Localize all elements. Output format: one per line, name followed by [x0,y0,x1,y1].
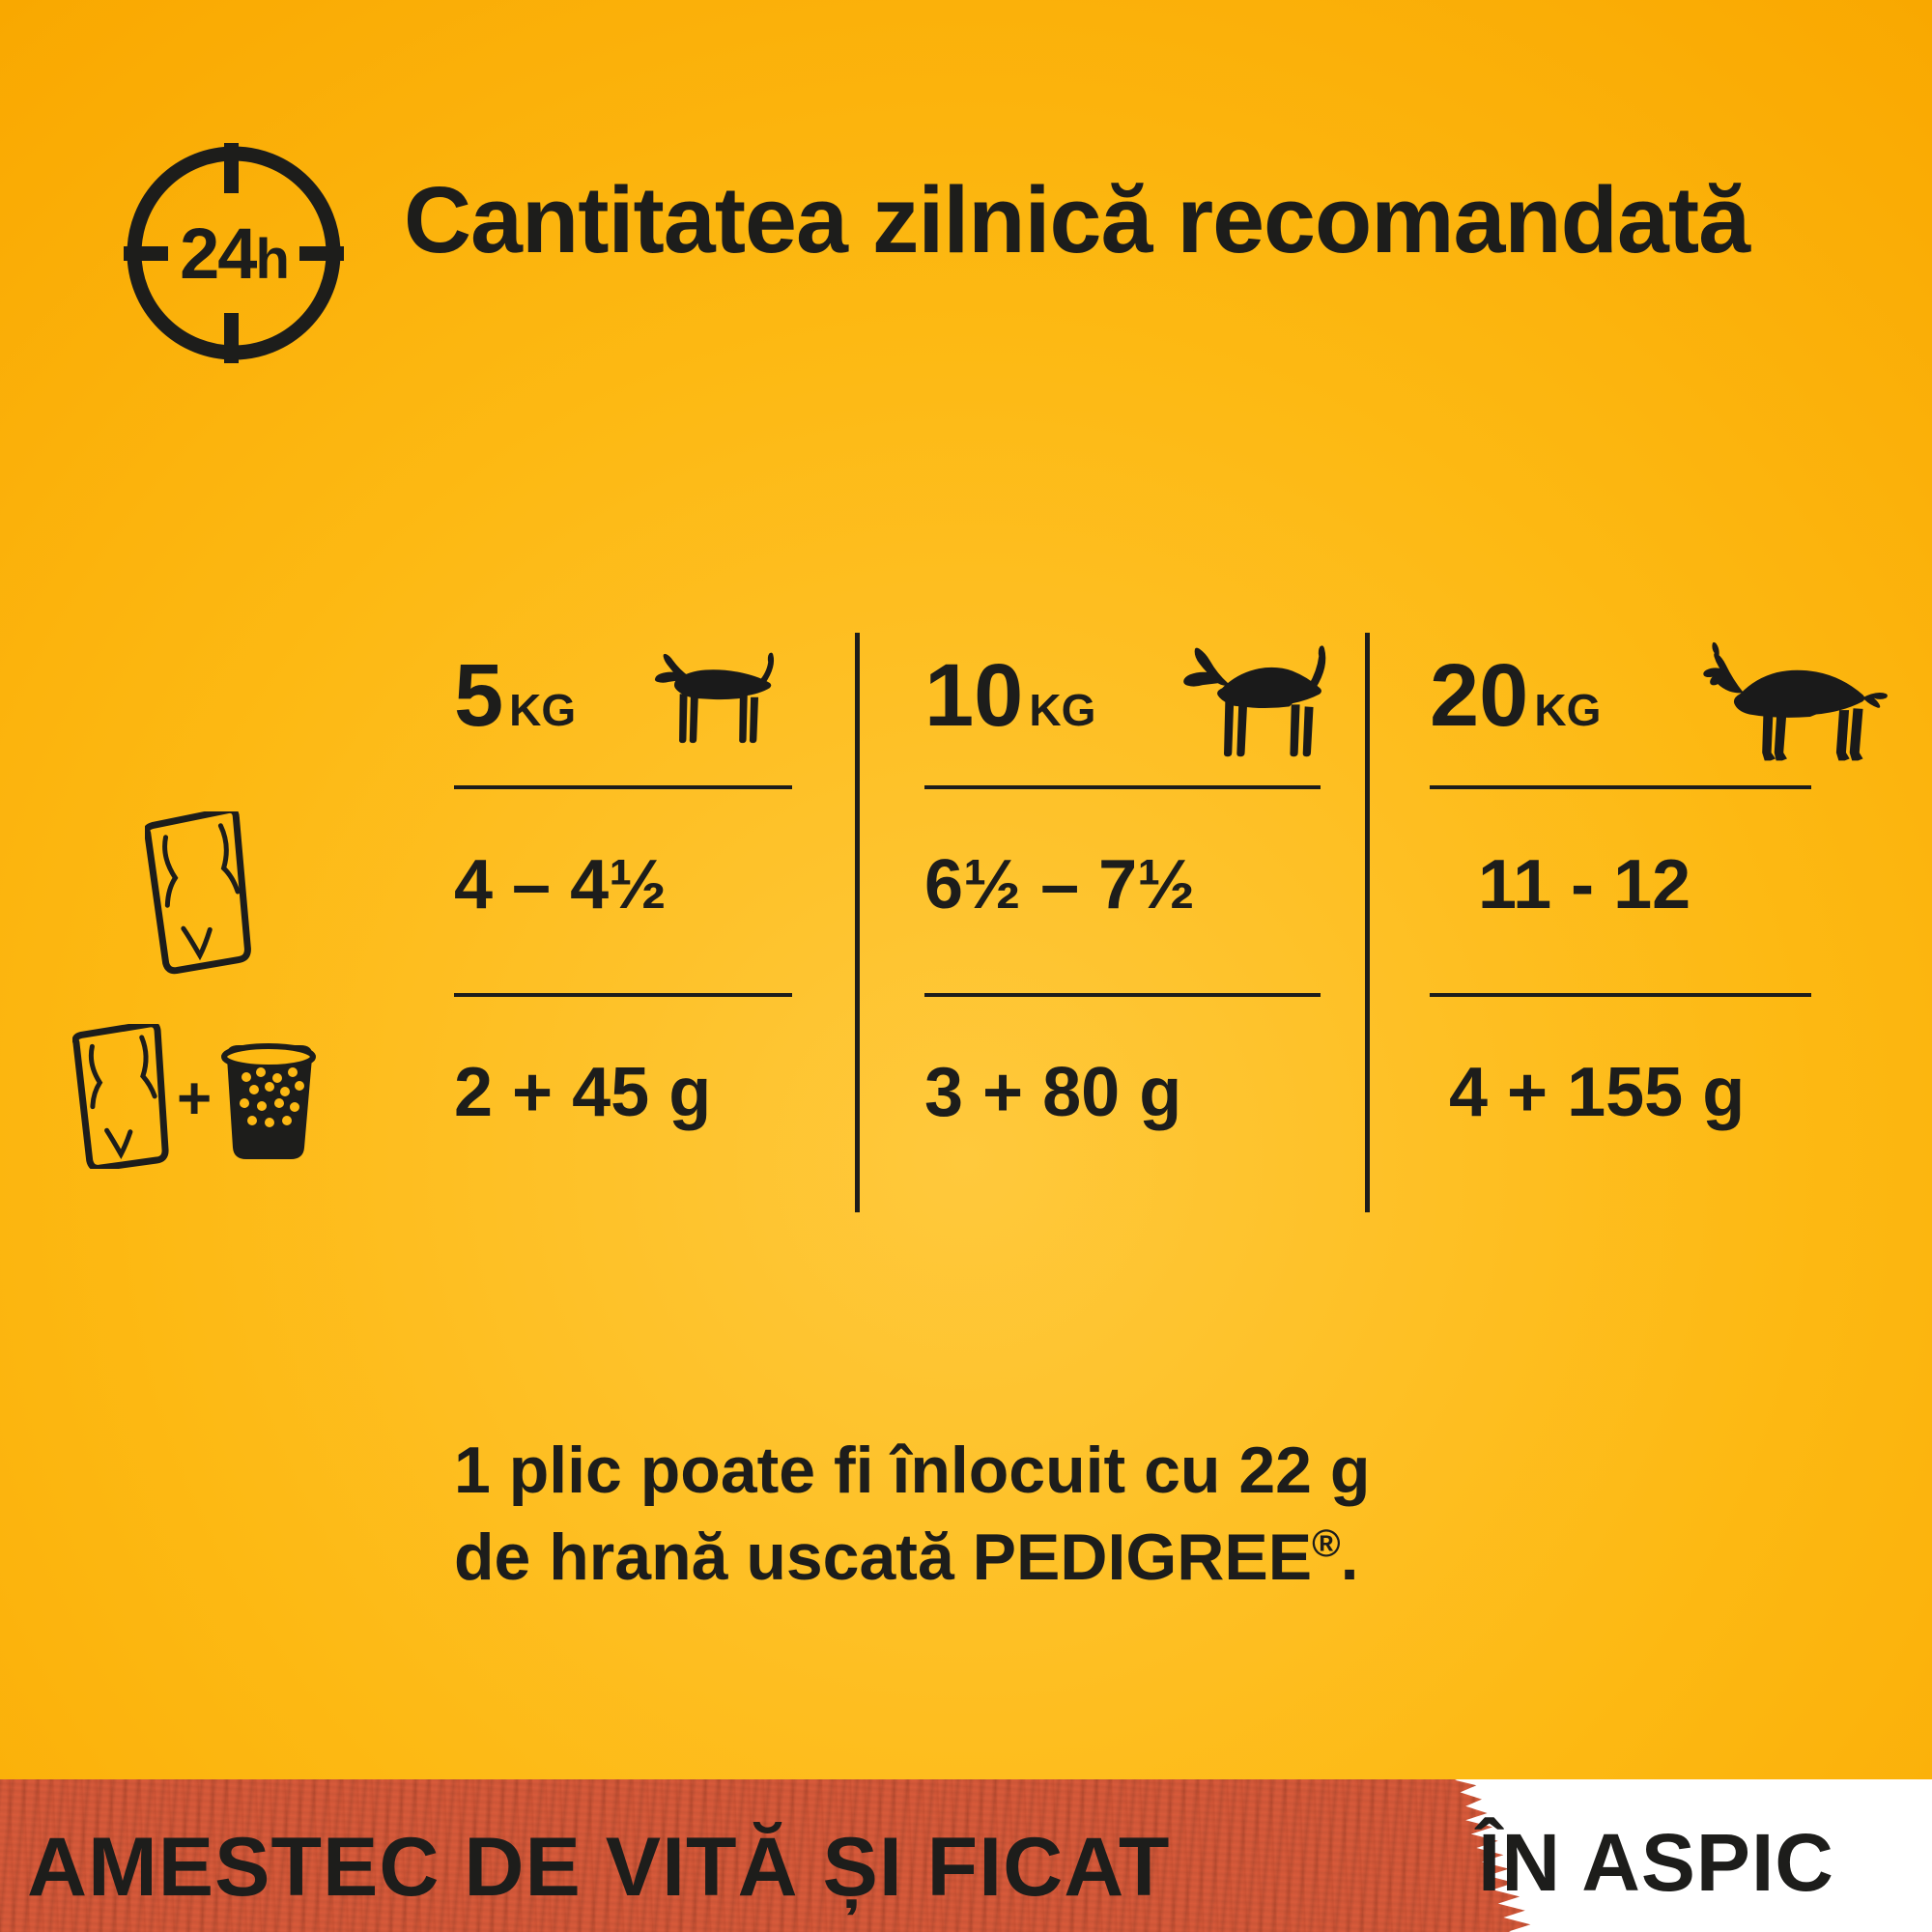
svg-text:+: + [177,1065,212,1132]
